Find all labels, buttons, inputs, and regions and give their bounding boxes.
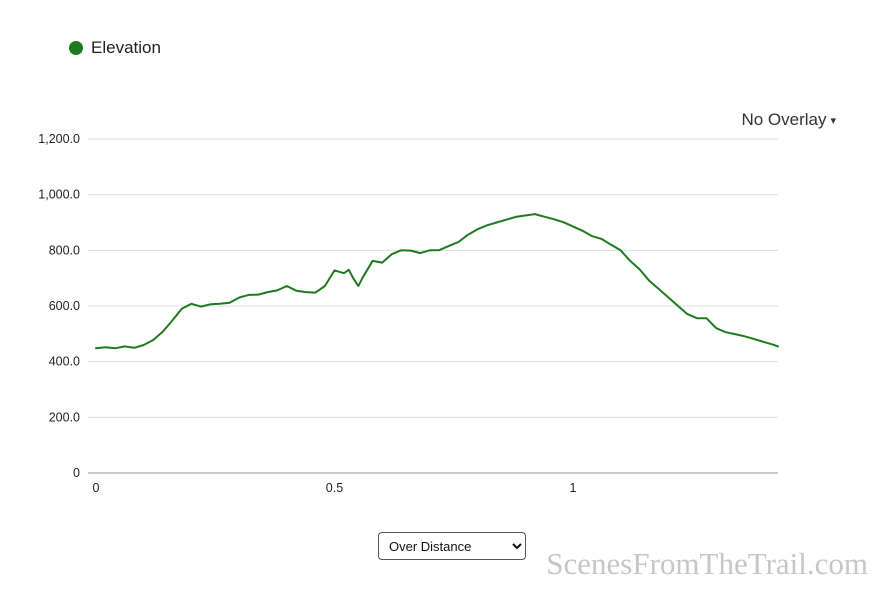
watermark: ScenesFromTheTrail.com xyxy=(546,546,868,581)
elevation-series-dot-icon xyxy=(69,41,83,55)
chevron-down-icon: ▾ xyxy=(830,114,836,127)
y-tick-label: 800.0 xyxy=(49,243,80,257)
y-tick-label: 1,000.0 xyxy=(38,188,80,202)
overlay-dropdown-label: No Overlay xyxy=(741,110,827,129)
x-tick-label: 1 xyxy=(569,481,576,495)
elevation-series-line xyxy=(95,213,779,350)
x-tick-label: 0.5 xyxy=(326,481,343,495)
y-tick-label: 400.0 xyxy=(49,355,80,369)
y-tick-label: 0 xyxy=(73,466,80,480)
chart-mode-select[interactable]: Over Distance xyxy=(378,532,526,560)
y-tick-label: 1,200.0 xyxy=(38,132,80,146)
legend-label: Elevation xyxy=(91,38,161,57)
y-tick-label: 200.0 xyxy=(49,410,80,424)
legend: Elevation xyxy=(69,38,161,58)
y-tick-label: 600.0 xyxy=(49,299,80,313)
overlay-dropdown[interactable]: No Overlay ▾ xyxy=(741,110,836,130)
x-tick-label: 0 xyxy=(93,481,100,495)
